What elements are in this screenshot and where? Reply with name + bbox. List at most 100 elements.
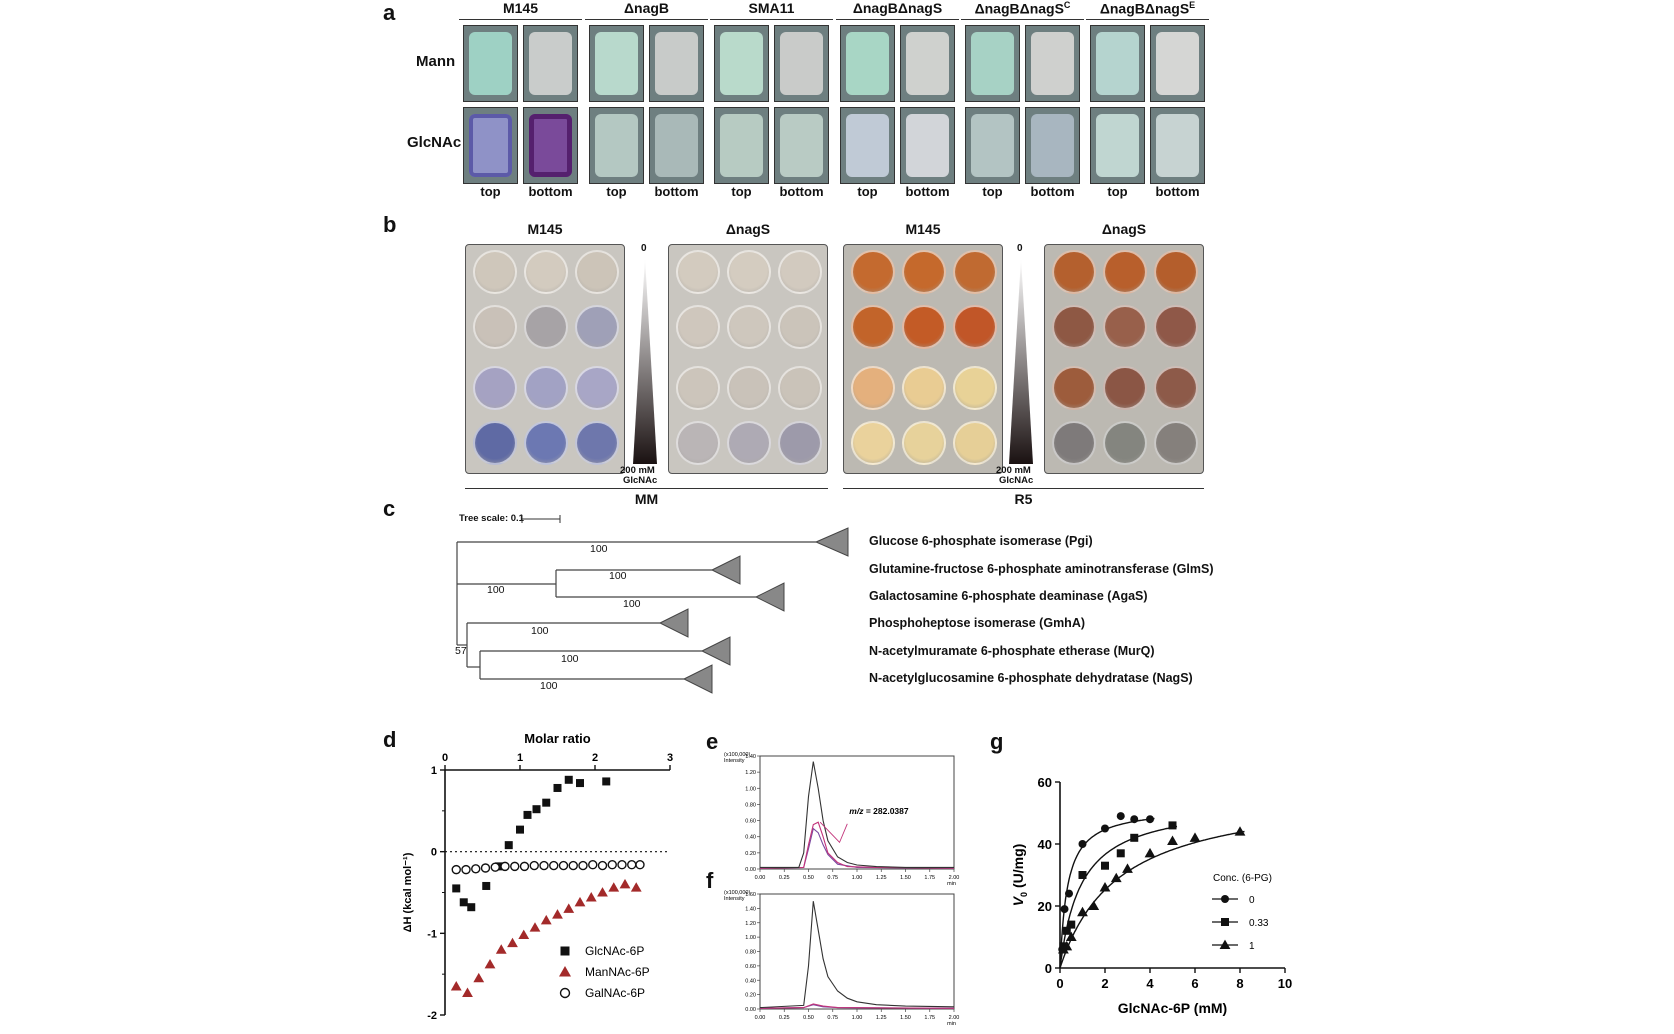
x-tick-label: 4 [1146,976,1154,991]
agar-tile [900,107,955,184]
y-tick-label: 0 [1045,961,1052,976]
colony-lawn [1156,32,1199,95]
strain-header: ΔnagB [583,0,710,16]
tile-sublabel: bottom [779,184,824,199]
data-point-galnac-6p [510,861,520,872]
plot-frame [759,893,955,1010]
x-tick-label: 1.25 [876,1015,887,1021]
data-point-galnac-6p [549,860,559,871]
tile-sublabel: bottom [1030,184,1075,199]
data-point-glcnac-6p [553,783,562,792]
medium-group-line [465,488,828,489]
strain-name: ΔnagBΔnagS [974,0,1064,17]
tile-sublabel: top [731,184,752,199]
strain-header: M145 [457,0,584,16]
plate-well [953,305,997,349]
plate-well [524,250,568,294]
data-point-mannac-6p [484,958,496,969]
legend-label: ManNAc-6P [585,965,650,979]
data-point-glcnac-6p [516,825,524,834]
plate-well [575,250,619,294]
x-tick-label: 0.00 [755,1015,766,1021]
agar-tile [589,25,644,102]
colony-lawn [529,32,572,95]
strain-header: ΔnagBΔnagSC [959,0,1086,17]
mz-prefix: m/z [849,806,864,816]
y-label-v: V [1010,895,1026,906]
data-point-conc-1 [1088,900,1100,911]
strain-superscript: C [1063,0,1071,10]
strain-header-underline [1086,19,1209,20]
y-tick-label: -1 [427,928,437,940]
agar-tile [463,25,518,102]
plate-well [778,305,822,349]
y-unit-label: (x100,000) [724,752,750,758]
plate-well [851,421,895,465]
y-tick-label: 1.20 [745,921,756,927]
colony-lawn [906,32,949,95]
colony-lawn [720,32,763,95]
agar-tile [523,107,578,184]
colony-lawn [1096,114,1139,177]
plate-well [524,305,568,349]
strain-superscript: E [1189,0,1196,10]
medium-label: R5 [1014,491,1033,507]
colony-lawn [529,114,572,177]
plate-well [575,305,619,349]
colony-lawn [595,114,638,177]
plate-well [1154,250,1198,294]
x-tick-label: 2.00 [949,875,960,881]
clade-label-gmha: Phosphoheptose isomerase (GmhA) [869,616,1086,630]
panel-a-letter: a [383,0,396,25]
x-tick-label: 1 [517,752,523,764]
y-tick-label: 0.40 [745,835,756,841]
data-point-galnac-6p [471,864,481,874]
panel-g-letter: g [990,729,1004,754]
data-point-mannac-6p [563,903,575,913]
x-tick-label: 1.00 [852,1015,863,1021]
plate-well [524,366,568,410]
x-tick-label: 1.50 [900,875,911,881]
glcnac-gradient-triangle [633,258,657,464]
strain-name: ΔnagB [623,0,670,16]
legend-marker-1 [1219,939,1231,950]
data-point-galnac-6p [607,860,617,870]
data-point-conc-0 [1101,824,1109,833]
bootstrap-label: 100 [540,680,558,692]
panel-b-letter: b [383,212,397,237]
data-point-glcnac-6p [459,898,468,907]
data-point-conc-0 [1130,815,1139,824]
data-point-glcnac-6p [602,777,611,786]
y-tick-label: -2 [427,1010,437,1022]
legend-title: Conc. (6-PG) [1213,873,1272,884]
y-tick-label: 0.40 [745,978,756,984]
agar-tile [965,107,1020,184]
strain-name: M145 [502,0,539,16]
chromatogram-trace-pink [759,1003,955,1009]
legend-marker-mannac-6p [559,966,571,977]
strain-header: SMA11 [708,0,835,16]
data-point-glcnac-6p [564,775,573,784]
clade-murq-triangle [700,636,731,666]
plate-well [1154,366,1198,410]
x-tick-label: 0.50 [803,875,814,881]
bootstrap-label: 100 [561,653,579,665]
data-point-conc-1 [1189,832,1201,842]
bootstrap-label: 57 [455,645,467,657]
gradient-bottom-label-unit: GlcNAc [999,475,1034,486]
agar-tile [965,25,1020,102]
y-tick-label: 40 [1038,837,1052,852]
plate-well [727,366,771,410]
data-point-galnac-6p [588,860,598,870]
gradient-top-label: 0 [641,243,647,254]
data-point-conc-0.33 [1130,833,1139,842]
clade-label-pgi: Glucose 6-phosphate isomerase (Pgi) [869,534,1093,548]
colony-lawn [1031,32,1074,95]
colony-lawn [655,114,698,177]
colony-lawn [469,114,512,177]
data-point-galnac-6p [461,864,471,875]
legend-label: 0.33 [1249,918,1269,929]
bootstrap-label: 100 [487,584,505,596]
data-point-mannac-6p [473,972,485,983]
data-point-mannac-6p [495,944,507,954]
